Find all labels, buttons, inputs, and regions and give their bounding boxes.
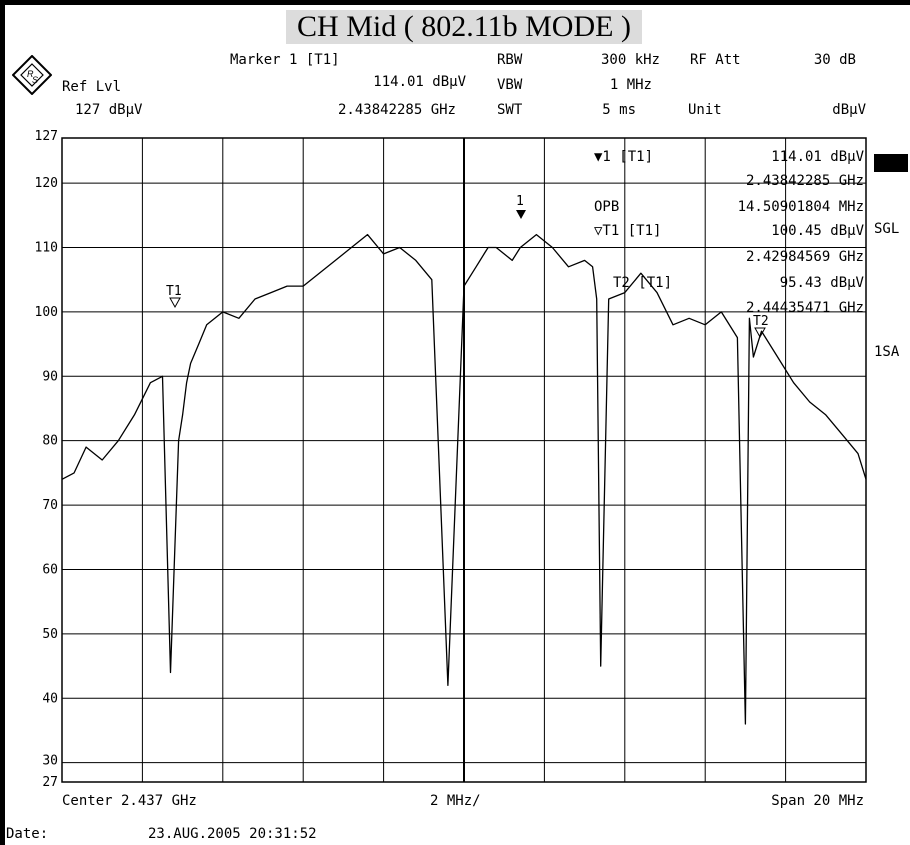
t2-info-frequency: 2.44435471 GHz xyxy=(746,300,864,316)
y-tick-label: 110 xyxy=(35,240,58,255)
span-label: Span 20 MHz xyxy=(771,793,864,809)
unit-label: Unit xyxy=(688,102,722,118)
y-tick-label: 80 xyxy=(42,434,58,449)
sgl-label: SGL xyxy=(874,221,899,237)
division-label: 2 MHz/ xyxy=(430,793,481,809)
swt-value: 5 ms xyxy=(602,102,636,118)
marker-1-triangle-icon xyxy=(516,210,526,219)
rbw-value: 300 kHz xyxy=(600,52,660,68)
vbw-value: 1 MHz xyxy=(609,77,652,93)
t1-info-level: 100.45 dBµV xyxy=(771,223,864,239)
spectrum-trace xyxy=(61,233,867,725)
y-tick-label: 70 xyxy=(42,498,58,513)
marker-label: Marker 1 [T1] xyxy=(230,52,340,68)
sa-label: 1SA xyxy=(874,344,900,360)
date-value: 23.AUG.2005 20:31:52 xyxy=(148,826,317,842)
rf-att-value: 30 dB xyxy=(813,52,856,68)
y-tick-label: 120 xyxy=(35,176,58,191)
plot-grid xyxy=(61,137,867,783)
unit-value: dBµV xyxy=(832,102,866,118)
y-tick-label: 40 xyxy=(42,691,58,706)
t2-info-level: 95.43 dBµV xyxy=(780,275,865,291)
marker-t2-triangle-icon xyxy=(754,327,766,339)
y-tick-label: 27 xyxy=(42,775,58,790)
m1-info-level: 114.01 dBµV xyxy=(771,149,864,165)
svg-text:S: S xyxy=(32,75,38,85)
y-tick-label: 50 xyxy=(42,627,58,642)
opb-label: OPB xyxy=(594,199,619,215)
ref-level-value: 127 dBµV xyxy=(75,102,143,118)
rohde-schwarz-logo-icon: R S xyxy=(12,55,52,95)
t1-info-label: ▽T1 [T1] xyxy=(594,223,661,239)
status-block-icon xyxy=(874,154,908,172)
m1-info-frequency: 2.43842285 GHz xyxy=(746,173,864,189)
t2-info-label: T2 [T1] xyxy=(613,275,672,291)
y-tick-label: 60 xyxy=(42,562,58,577)
rbw-label: RBW xyxy=(497,52,523,68)
date-label: Date: xyxy=(6,826,48,842)
vbw-label: VBW xyxy=(497,77,523,93)
rf-att-label: RF Att xyxy=(690,52,741,68)
y-tick-label: 100 xyxy=(35,305,58,320)
center-frequency: Center 2.437 GHz xyxy=(62,793,197,809)
swt-label: SWT xyxy=(497,102,523,118)
y-tick-label: 90 xyxy=(42,369,58,384)
y-axis-ticks: 127 120 110 100 90 80 70 60 50 40 30 27 xyxy=(35,129,58,790)
marker-t2-label: T2 xyxy=(753,314,769,329)
y-tick-label: 30 xyxy=(42,754,58,769)
t1-info-frequency: 2.42984569 GHz xyxy=(746,249,864,265)
marker-level: 114.01 dBµV xyxy=(373,74,466,90)
m1-info-label: ▼1 [T1] xyxy=(594,149,653,165)
marker-1-number: 1 xyxy=(516,194,524,209)
marker-frequency: 2.43842285 GHz xyxy=(337,102,456,118)
marker-t1-label: T1 xyxy=(166,284,182,299)
marker-t1-triangle-icon xyxy=(169,297,181,309)
ref-level-label: Ref Lvl xyxy=(62,79,122,95)
opb-value: 14.50901804 MHz xyxy=(738,199,864,215)
chart-title: CH Mid ( 802.11b MODE ) xyxy=(297,10,631,43)
svg-text:R: R xyxy=(27,69,34,79)
title-background xyxy=(286,10,642,44)
y-tick-label: 127 xyxy=(35,129,58,144)
